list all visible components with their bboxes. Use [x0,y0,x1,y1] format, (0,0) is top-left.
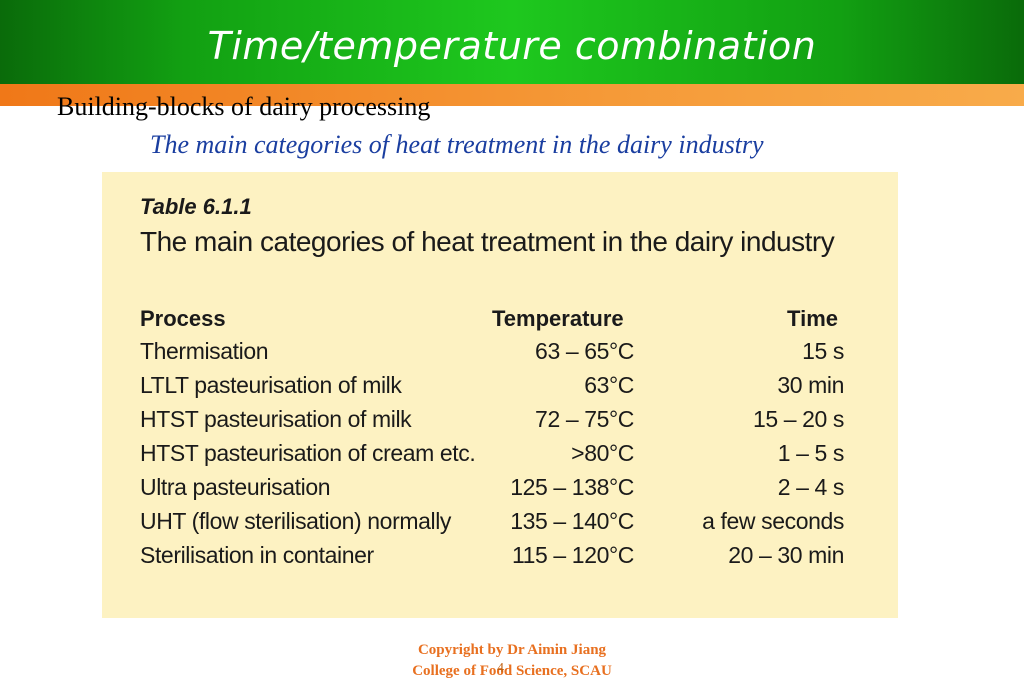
process-cell: HTST pasteurisation of cream etc. [140,439,476,466]
temperature-cell: 72 – 75°C [535,405,634,432]
process-cell: Ultra pasteurisation [140,473,331,500]
temperature-cell: 135 – 140°C [510,507,634,534]
process-cell: Thermisation [140,337,269,364]
column-header-temperature: Temperature [492,306,624,331]
temperature-cell: 63 – 65°C [535,337,634,364]
header-band [0,0,1024,84]
copyright-footer: Copyright by Dr Aimin Jiang College of F… [0,640,1024,682]
time-cell: 15 – 20 s [752,405,844,432]
table-row: Sterilisation in container 115 – 120°C 20 … [140,538,844,572]
temperature-cell: 115 – 120°C [511,541,634,568]
table-label: Table 6.1.1 [140,194,252,219]
temperature-cell: 63°C [584,371,634,398]
process-cell: HTST pasteurisation of milk [140,405,412,432]
time-cell: a few seconds [702,507,844,534]
accent-band [0,84,1024,106]
column-header-process: Process [140,306,226,331]
table-row: UHT (flow sterilisation) normally 135 – 1… [140,504,844,538]
time-cell: 2 – 4 s [777,473,845,500]
process-cell: Sterilisation in container [140,541,374,568]
table-body: Thermisation 63 – 65°C 15 s LTLT pasteurisa… [140,334,844,572]
table-row: HTST pasteurisation of cream etc. >80°C 1 … [140,436,844,470]
process-cell: LTLT pasteurisation of milk [140,371,402,398]
page-number: 4 [497,661,504,676]
time-cell: 1 – 5 s [777,439,845,466]
time-cell: 15 s [802,337,844,364]
time-cell: 20 – 30 min [728,541,844,568]
table-row: LTLT pasteurisation of milk 63°C 30 min [140,368,844,402]
slide-title: Time/temperature combination [207,24,817,68]
table-title: The main categories of heat treatment in… [140,226,835,257]
college-line: College of Food Science, SCAU [412,663,612,679]
slide-subtitle: Building-blocks of dairy processing [57,92,431,121]
temperature-cell: >80°C [571,439,634,466]
heat-treatment-table: Table 6.1.1 The main categories of heat … [102,172,898,618]
process-cell: UHT (flow sterilisation) normally [140,507,452,534]
table-row: HTST pasteurisation of milk 72 – 75°C 15 –… [140,402,844,436]
table-row: Thermisation 63 – 65°C 15 s [140,334,844,368]
column-header-time: Time [787,306,838,331]
copyright-line: Copyright by Dr Aimin Jiang [417,642,607,658]
table-row: Ultra pasteurisation 125 – 138°C 2 – 4 s [140,470,844,504]
time-cell: 30 min [777,371,844,398]
slide-caption: The main categories of heat treatment in… [150,130,764,159]
temperature-cell: 125 – 138°C [510,473,634,500]
